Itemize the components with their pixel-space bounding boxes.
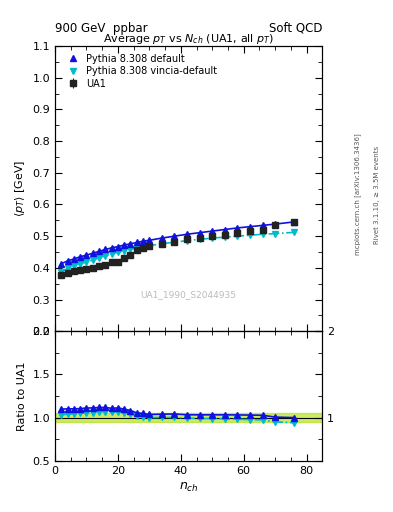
Pythia 8.308 default — [160, 235, 164, 241]
Pythia 8.308 default — [116, 244, 120, 250]
Pythia 8.308 default — [128, 241, 133, 247]
Pythia 8.308 vincia-default — [90, 257, 95, 263]
Pythia 8.308 vincia-default — [103, 253, 108, 259]
Pythia 8.308 vincia-default — [260, 231, 265, 238]
Pythia 8.308 vincia-default — [147, 243, 152, 249]
Y-axis label: $\langle p_T \rangle$ [GeV]: $\langle p_T \rangle$ [GeV] — [13, 160, 27, 217]
Pythia 8.308 vincia-default — [197, 236, 202, 242]
Text: Soft QCD: Soft QCD — [269, 22, 322, 35]
Pythia 8.308 default — [109, 245, 114, 251]
Pythia 8.308 default — [260, 222, 265, 228]
Pythia 8.308 vincia-default — [128, 246, 133, 252]
Pythia 8.308 default — [210, 228, 215, 234]
Pythia 8.308 default — [197, 229, 202, 236]
Pythia 8.308 default — [84, 252, 89, 258]
Pythia 8.308 vincia-default — [185, 238, 189, 244]
Pythia 8.308 default — [292, 219, 296, 225]
Y-axis label: Ratio to UA1: Ratio to UA1 — [17, 361, 27, 431]
Pythia 8.308 default — [222, 226, 227, 232]
Pythia 8.308 default — [235, 225, 240, 231]
Pythia 8.308 default — [172, 233, 177, 239]
Pythia 8.308 vincia-default — [292, 229, 296, 236]
Line: Pythia 8.308 vincia-default: Pythia 8.308 vincia-default — [59, 229, 297, 274]
Pythia 8.308 default — [147, 237, 152, 243]
Pythia 8.308 vincia-default — [109, 251, 114, 257]
Pythia 8.308 vincia-default — [248, 232, 252, 238]
Legend: Pythia 8.308 default, Pythia 8.308 vincia-default, UA1: Pythia 8.308 default, Pythia 8.308 vinci… — [60, 51, 220, 92]
Pythia 8.308 vincia-default — [84, 259, 89, 265]
Pythia 8.308 vincia-default — [122, 248, 127, 254]
Text: 900 GeV  ppbar: 900 GeV ppbar — [55, 22, 148, 35]
Pythia 8.308 vincia-default — [160, 241, 164, 247]
Pythia 8.308 default — [97, 248, 101, 254]
Text: UA1_1990_S2044935: UA1_1990_S2044935 — [141, 290, 237, 298]
Pythia 8.308 vincia-default — [210, 235, 215, 241]
Pythia 8.308 default — [185, 231, 189, 238]
Pythia 8.308 vincia-default — [141, 244, 145, 250]
Pythia 8.308 vincia-default — [172, 239, 177, 245]
Pythia 8.308 vincia-default — [72, 263, 76, 269]
Pythia 8.308 vincia-default — [222, 234, 227, 240]
Pythia 8.308 default — [90, 250, 95, 257]
Pythia 8.308 vincia-default — [78, 261, 83, 267]
X-axis label: $n_{ch}$: $n_{ch}$ — [179, 481, 198, 494]
Title: Average $p_T$ vs $N_{ch}$ (UA1, all $p_T$): Average $p_T$ vs $N_{ch}$ (UA1, all $p_T… — [103, 32, 274, 46]
Pythia 8.308 default — [248, 224, 252, 230]
Pythia 8.308 default — [122, 242, 127, 248]
Bar — [55, 413, 322, 422]
Pythia 8.308 default — [78, 253, 83, 260]
Pythia 8.308 vincia-default — [273, 230, 277, 237]
Pythia 8.308 default — [103, 246, 108, 252]
Pythia 8.308 vincia-default — [65, 265, 70, 271]
Pythia 8.308 default — [141, 238, 145, 244]
Pythia 8.308 default — [273, 221, 277, 227]
Text: Rivet 3.1.10, ≥ 3.5M events: Rivet 3.1.10, ≥ 3.5M events — [374, 145, 380, 244]
Pythia 8.308 vincia-default — [97, 254, 101, 261]
Line: Pythia 8.308 default: Pythia 8.308 default — [59, 219, 297, 267]
Pythia 8.308 default — [134, 240, 139, 246]
Pythia 8.308 vincia-default — [235, 233, 240, 239]
Pythia 8.308 vincia-default — [116, 249, 120, 255]
Pythia 8.308 default — [59, 261, 64, 267]
Pythia 8.308 default — [65, 258, 70, 264]
Text: mcplots.cern.ch [arXiv:1306.3436]: mcplots.cern.ch [arXiv:1306.3436] — [354, 134, 361, 255]
Pythia 8.308 default — [72, 256, 76, 262]
Pythia 8.308 vincia-default — [59, 269, 64, 275]
Pythia 8.308 vincia-default — [134, 245, 139, 251]
